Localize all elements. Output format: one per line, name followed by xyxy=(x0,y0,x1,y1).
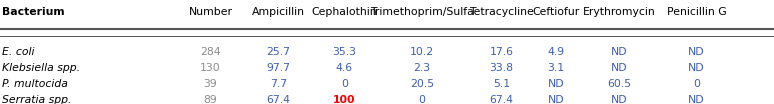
Text: Cephalothin: Cephalothin xyxy=(312,7,377,17)
Text: 39: 39 xyxy=(204,79,217,89)
Text: 0: 0 xyxy=(341,79,348,89)
Text: 5.1: 5.1 xyxy=(493,79,510,89)
Text: Ampicillin: Ampicillin xyxy=(252,7,305,17)
Text: ND: ND xyxy=(688,47,705,57)
Text: 67.4: 67.4 xyxy=(489,95,514,104)
Text: Klebsiella spp.: Klebsiella spp. xyxy=(2,63,80,73)
Text: Number: Number xyxy=(189,7,232,17)
Text: 4.6: 4.6 xyxy=(336,63,353,73)
Text: ND: ND xyxy=(611,63,628,73)
Text: 60.5: 60.5 xyxy=(607,79,632,89)
Text: 100: 100 xyxy=(333,95,356,104)
Text: 10.2: 10.2 xyxy=(409,47,434,57)
Text: P. multocida: P. multocida xyxy=(2,79,67,89)
Text: 33.8: 33.8 xyxy=(489,63,514,73)
Text: ND: ND xyxy=(547,95,564,104)
Text: E. coli: E. coli xyxy=(2,47,34,57)
Text: 2.3: 2.3 xyxy=(413,63,430,73)
Text: 17.6: 17.6 xyxy=(489,47,514,57)
Text: Trimethoprim/Sulfa: Trimethoprim/Sulfa xyxy=(370,7,474,17)
Text: ND: ND xyxy=(688,95,705,104)
Text: 3.1: 3.1 xyxy=(547,63,564,73)
Text: 4.9: 4.9 xyxy=(547,47,564,57)
Text: 130: 130 xyxy=(200,63,221,73)
Text: 20.5: 20.5 xyxy=(409,79,434,89)
Text: 89: 89 xyxy=(204,95,217,104)
Text: Tetracycline: Tetracycline xyxy=(469,7,534,17)
Text: 97.7: 97.7 xyxy=(266,63,291,73)
Text: ND: ND xyxy=(611,95,628,104)
Text: 35.3: 35.3 xyxy=(332,47,357,57)
Text: Ceftiofur: Ceftiofur xyxy=(532,7,580,17)
Text: ND: ND xyxy=(547,79,564,89)
Text: 0: 0 xyxy=(693,79,700,89)
Text: 7.7: 7.7 xyxy=(270,79,287,89)
Text: Bacterium: Bacterium xyxy=(2,7,64,17)
Text: Serratia spp.: Serratia spp. xyxy=(2,95,71,104)
Text: ND: ND xyxy=(611,47,628,57)
Text: 25.7: 25.7 xyxy=(266,47,291,57)
Text: Penicillin G: Penicillin G xyxy=(666,7,727,17)
Text: 284: 284 xyxy=(200,47,221,57)
Text: Erythromycin: Erythromycin xyxy=(583,7,656,17)
Text: ND: ND xyxy=(688,63,705,73)
Text: 67.4: 67.4 xyxy=(266,95,291,104)
Text: 0: 0 xyxy=(418,95,426,104)
